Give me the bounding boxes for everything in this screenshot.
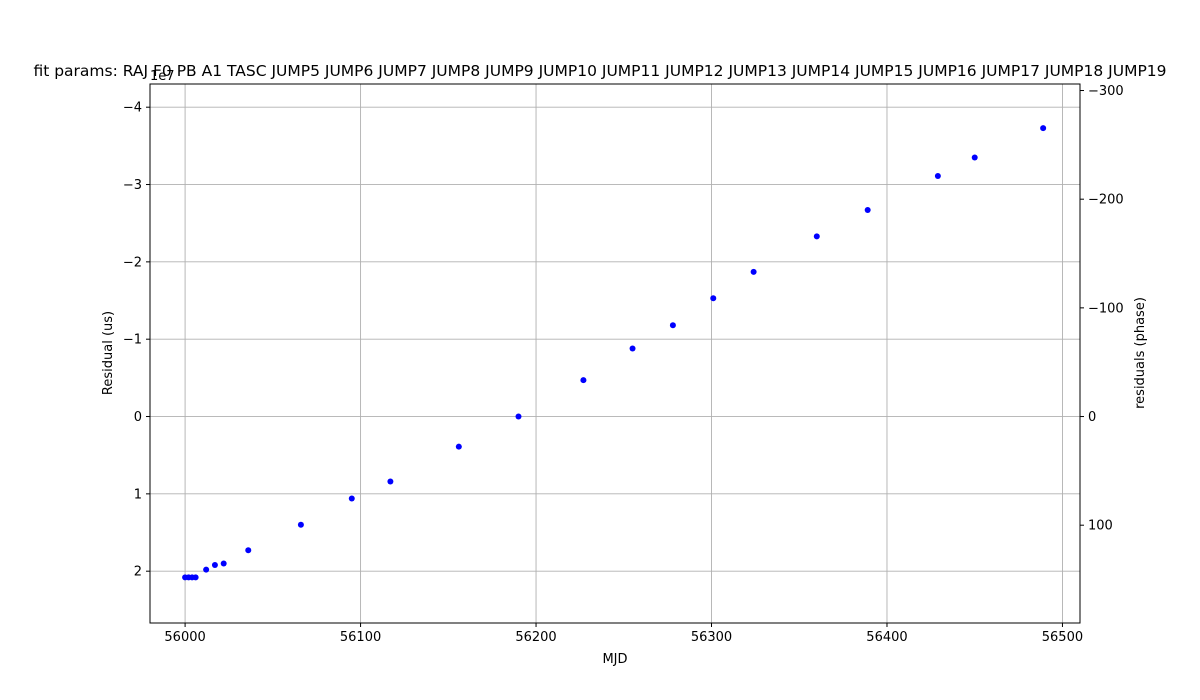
axis-ticks: 56000 56100 56200 56300 56400 56500 −4 −3 −2 −1 0 1…: [123, 84, 1124, 645]
x-tick-label: 56300: [691, 630, 732, 645]
plot-frame: [149, 83, 1081, 624]
y2-tick-label: 0: [1088, 410, 1096, 425]
x-tick-label: 56400: [866, 630, 907, 645]
y-tick-label: 1: [134, 487, 142, 502]
data-points: [182, 125, 1047, 581]
data-point: [203, 566, 210, 573]
data-point: [971, 154, 978, 161]
x-tick-label: 56200: [515, 630, 556, 645]
data-point: [455, 443, 462, 450]
y-tick-label: −1: [123, 333, 142, 348]
y-tick-label: −3: [123, 178, 142, 193]
data-point: [669, 322, 676, 329]
y-axis-label: Residual (us): [101, 311, 116, 395]
grid: [150, 84, 1080, 623]
y-tick-label: 2: [134, 565, 142, 580]
data-point: [629, 345, 636, 352]
y-tick-label: −4: [123, 101, 142, 116]
data-point: [387, 478, 394, 485]
data-point: [297, 521, 304, 528]
data-point: [245, 547, 252, 554]
y2-axis-label: residuals (phase): [1133, 297, 1148, 409]
x-tick-label: 56500: [1042, 630, 1083, 645]
x-tick-label: 56100: [340, 630, 381, 645]
y-tick-label: −2: [123, 255, 142, 270]
data-point: [348, 495, 355, 502]
data-point: [864, 207, 871, 214]
data-point: [750, 268, 757, 275]
y2-tick-label: −100: [1088, 301, 1124, 316]
y2-tick-label: 100: [1088, 519, 1113, 534]
data-point: [515, 413, 522, 420]
y-tick-label: 0: [134, 410, 142, 425]
y2-tick-label: −200: [1088, 193, 1124, 208]
data-point: [934, 173, 941, 180]
data-point: [813, 233, 820, 240]
x-tick-label: 56000: [164, 630, 205, 645]
y-offset-text: 1e7: [150, 69, 175, 84]
data-point: [1040, 125, 1047, 132]
chart-title: fit params: RAJ F0 PB A1 TASC JUMP5 JUMP…: [33, 62, 1166, 80]
data-point: [220, 560, 227, 567]
data-point: [580, 377, 587, 384]
data-point: [192, 574, 199, 581]
data-point: [710, 295, 717, 302]
y2-tick-label: −300: [1088, 84, 1124, 99]
data-point: [211, 562, 218, 569]
x-axis-label: MJD: [602, 652, 627, 667]
